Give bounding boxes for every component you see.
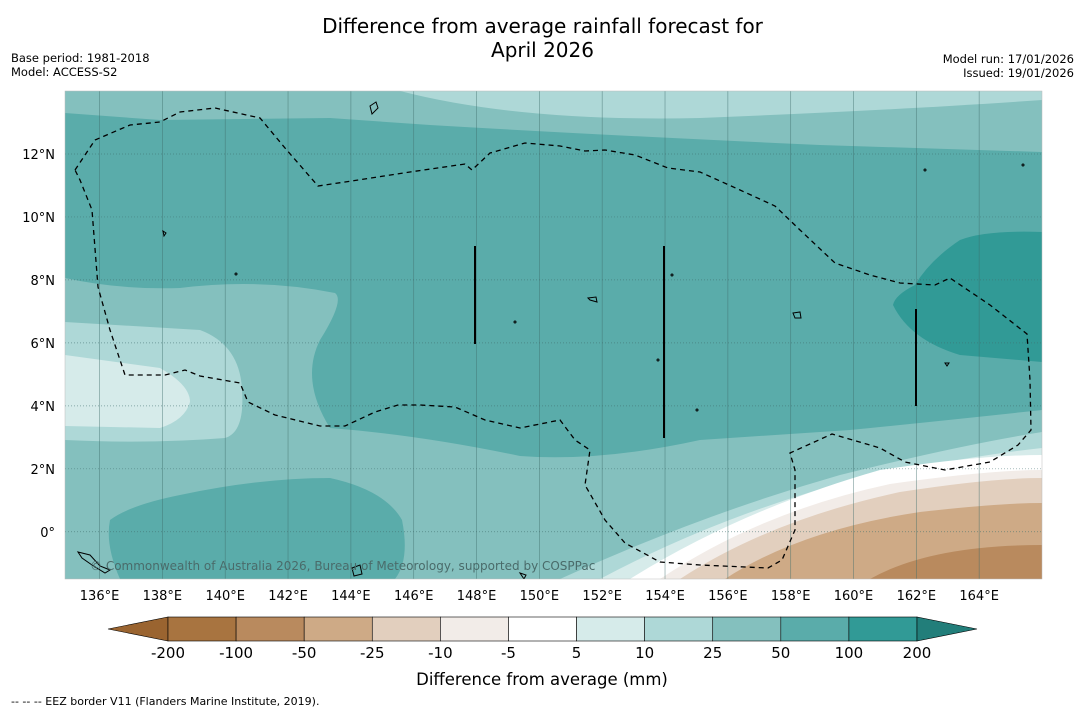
lon-label: 140°E [205, 589, 245, 604]
lon-label: 160°E [834, 589, 874, 604]
lon-label: 142°E [268, 589, 308, 604]
colorbar-tick-label: 10 [635, 644, 654, 662]
lon-label: 152°E [582, 589, 622, 604]
lon-label: 164°E [959, 589, 999, 604]
latitude-labels: 12°N 10°N 8°N 6°N 4°N 2°N 0° [22, 148, 55, 541]
base-period: Base period: 1981-2018 [11, 51, 150, 65]
lon-label: 148°E [457, 589, 497, 604]
colorbar-tick-label: -5 [501, 644, 516, 662]
lon-label: 158°E [771, 589, 811, 604]
lon-label: 154°E [645, 589, 685, 604]
colorbar-under-arrow [107, 616, 169, 642]
contour-east-100-200 [893, 231, 1042, 362]
model-name: Model: ACCESS-S2 [11, 65, 118, 79]
colorbar-tick-label: 200 [903, 644, 932, 662]
colorbar-segment [780, 616, 850, 642]
lat-label: 8°N [31, 274, 56, 289]
run-info: Model run: 17/01/2026 Issued: 19/01/2026 [943, 52, 1074, 80]
colorbar-tick-label: -10 [428, 644, 453, 662]
eez-border [74, 107, 1032, 569]
colorbar-tick-label: -50 [292, 644, 317, 662]
model-run-date: Model run: 17/01/2026 [942, 52, 1074, 66]
colorbar-segment [848, 616, 918, 642]
colorbar-tick-label: -100 [219, 644, 253, 662]
lon-label: 156°E [708, 589, 748, 604]
colorbar-tick-label: 25 [703, 644, 722, 662]
colorbar-segment [235, 616, 305, 642]
colorbar-tick-label: 5 [572, 644, 582, 662]
graticule [65, 91, 1042, 579]
islands [76, 101, 1025, 579]
contour-main-50-100 [65, 113, 1042, 458]
colorbar-title: Difference from average (mm) [416, 670, 668, 689]
lon-label: 144°E [331, 589, 371, 604]
title-line-2: April 2026 [491, 38, 594, 62]
longitude-labels: 136°E 138°E 140°E 142°E 144°E 146°E 148°E 150°E… [80, 589, 999, 604]
colorbar-tick-label: -25 [360, 644, 385, 662]
chart-title: Difference from average rainfall forecas… [0, 14, 1085, 62]
colorbar-segment [576, 616, 645, 642]
lon-label: 138°E [143, 589, 183, 604]
colorbar-segment [644, 616, 714, 642]
map-frame [64, 90, 1043, 580]
model-info: Base period: 1981-2018 Model: ACCESS-S2 [11, 51, 150, 79]
lat-label: 2°N [31, 463, 56, 478]
colorbar-tick-label: 50 [771, 644, 790, 662]
issued-date: Issued: 19/01/2026 [963, 66, 1074, 80]
lat-label: 10°N [22, 211, 55, 226]
contour-west-5-10 [65, 355, 190, 428]
copyright-notice: © Commonwealth of Australia 2026, Bureau… [90, 559, 595, 573]
colorbar-tick-label: -200 [151, 644, 185, 662]
colorbar-over-arrow [916, 616, 978, 642]
colorbar: -200 -100 -50 -25 -10 -5 5 10 25 50 100 200 [107, 616, 978, 662]
contour-sw-50-100 [108, 478, 405, 579]
lon-label: 162°E [897, 589, 937, 604]
lat-label: 12°N [22, 148, 55, 163]
colorbar-segment [371, 616, 441, 642]
colorbar-segment [167, 616, 237, 642]
lon-label: 146°E [394, 589, 434, 604]
contour-se-minus50-minus100 [870, 545, 1042, 579]
eez-legend-note: -- -- -- EEZ border V11 (Flanders Marine… [11, 695, 320, 708]
lon-label: 150°E [520, 589, 560, 604]
lat-label: 6°N [31, 337, 56, 352]
colorbar-segment [712, 616, 782, 642]
lat-label: 0° [40, 526, 55, 541]
contour-top-10-25 [400, 91, 1042, 119]
colorbar-segment [303, 616, 373, 642]
map-panel [65, 91, 1042, 579]
title-line-1: Difference from average rainfall forecas… [322, 14, 763, 38]
lat-label: 4°N [31, 400, 56, 415]
colorbar-tick-label: 100 [835, 644, 864, 662]
colorbar-segment [440, 616, 509, 642]
colorbar-segment [508, 616, 577, 642]
lon-label: 136°E [80, 589, 120, 604]
